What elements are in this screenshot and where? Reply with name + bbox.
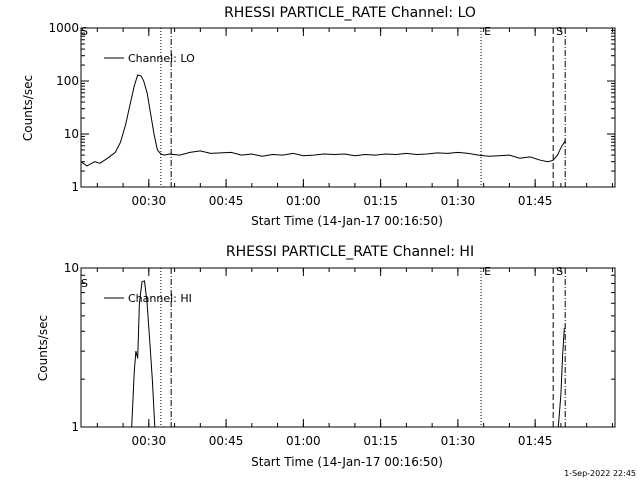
footer-timestamp: 1-Sep-2022 22:45	[564, 469, 636, 478]
series-line	[131, 280, 156, 428]
x-tick-label: 01:00	[286, 194, 321, 208]
marker-label: E	[484, 25, 491, 38]
y-tick-label: 1	[71, 180, 79, 194]
marker-label: S	[556, 265, 563, 278]
chart-title-lo: RHESSI PARTICLE_RATE Channel: LO	[224, 5, 476, 21]
y-tick-label: 1	[71, 420, 79, 434]
legend-entry-lo: Channel: LO	[128, 52, 195, 65]
x-tick-label: 01:00	[286, 434, 321, 448]
y-tick-label: 10	[64, 261, 79, 275]
x-axis-label-lo: Start Time (14-Jan-17 00:16:50)	[251, 214, 443, 228]
marker-label: S	[556, 25, 563, 38]
x-axis-label-hi: Start Time (14-Jan-17 00:16:50)	[251, 455, 443, 469]
y-tick-label: 1000	[48, 21, 79, 35]
x-tick-label: 00:30	[132, 194, 167, 208]
x-tick-label: 01:45	[518, 434, 553, 448]
corner-s-label-lo: S	[81, 25, 88, 38]
marker-label: E	[484, 265, 491, 278]
y-axis-label-lo: Counts/sec	[21, 75, 35, 141]
x-tick-label: 01:15	[363, 434, 398, 448]
series-line	[557, 327, 565, 428]
y-tick-label: 10	[64, 127, 79, 141]
panel-hi: RHESSI PARTICLE_RATE Channel: HI Counts/…	[36, 244, 616, 469]
x-tick-label: 01:45	[518, 194, 553, 208]
x-tick-label: 01:15	[363, 194, 398, 208]
x-tick-label: 00:45	[209, 434, 244, 448]
plot-frame	[80, 27, 616, 188]
legend-entry-hi: Channel: HI	[128, 292, 192, 305]
y-axis-label-hi: Counts/sec	[36, 315, 50, 381]
series-line	[80, 74, 566, 167]
chart-title-hi: RHESSI PARTICLE_RATE Channel: HI	[226, 244, 474, 260]
x-tick-label: 01:30	[441, 434, 476, 448]
x-tick-label: 00:45	[209, 194, 244, 208]
y-tick-label: 100	[56, 74, 79, 88]
plot-frame	[80, 267, 616, 428]
x-tick-label: 01:30	[441, 194, 476, 208]
panel-lo: RHESSI PARTICLE_RATE Channel: LO Counts/…	[21, 5, 616, 228]
x-tick-label: 00:30	[132, 434, 167, 448]
